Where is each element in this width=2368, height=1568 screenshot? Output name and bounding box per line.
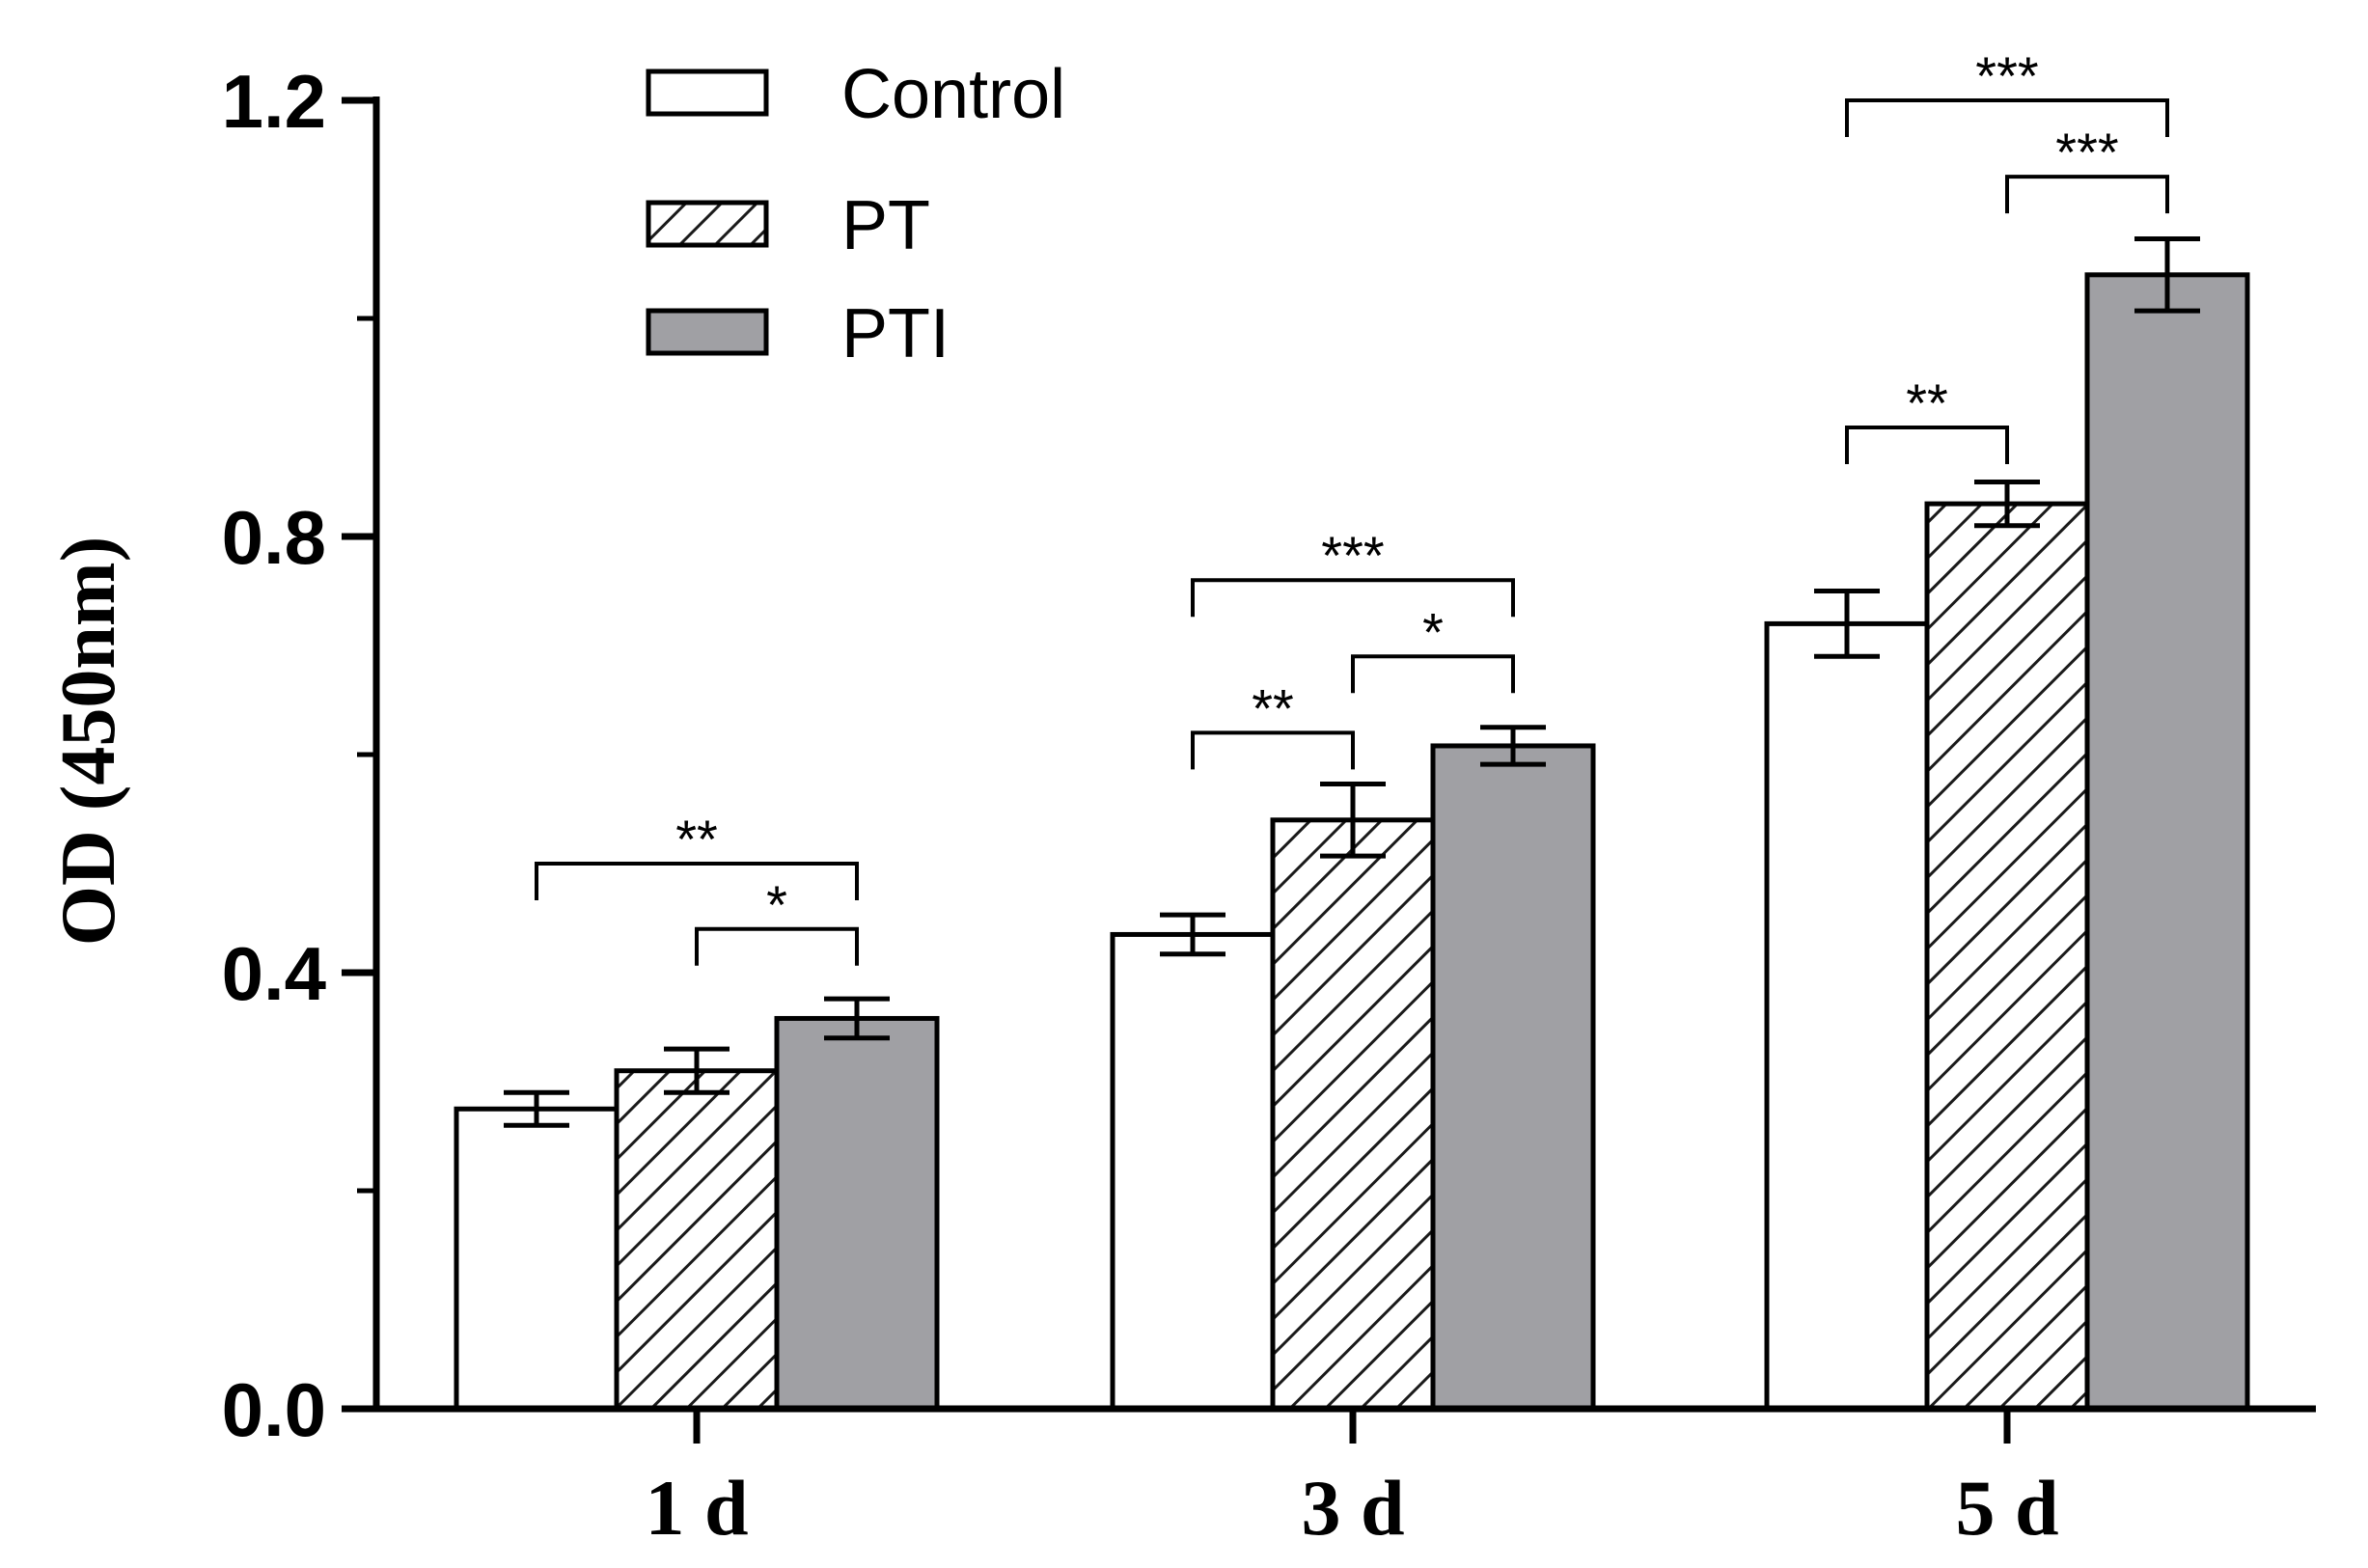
bar-pt-1d xyxy=(614,1068,780,1412)
bar-control-5d xyxy=(1764,620,1930,1412)
bar-pti-3d xyxy=(1430,743,1596,1412)
legend-swatch-control xyxy=(646,69,769,117)
significance-bracket xyxy=(1351,654,1515,694)
significance-label: ** xyxy=(1906,372,1948,433)
legend-swatch-pti xyxy=(646,308,769,356)
y-tick-label: 0.4 xyxy=(222,931,326,1016)
legend-label-pt: PT xyxy=(841,187,930,264)
x-tick-label: 3 d xyxy=(1301,1464,1404,1552)
significance-label: ** xyxy=(675,809,718,869)
x-tick-label: 1 d xyxy=(645,1464,748,1552)
legend-swatch-pt xyxy=(646,200,769,248)
y-tick-label: 0.8 xyxy=(222,495,326,580)
significance-bracket xyxy=(535,862,859,900)
significance-bracket xyxy=(1845,98,2169,137)
significance-label: * xyxy=(766,874,787,935)
significance-label: * xyxy=(1422,601,1444,662)
legend-label-control: Control xyxy=(841,56,1065,133)
significance-bracket xyxy=(2005,175,2169,214)
bar-pti-1d xyxy=(774,1015,940,1412)
bar-control-3d xyxy=(1110,931,1276,1412)
bar-control-1d xyxy=(454,1106,620,1412)
bar-pt-5d xyxy=(1924,501,2090,1412)
significance-label: *** xyxy=(1975,45,2038,106)
x-tick-label: 5 d xyxy=(1955,1464,2058,1552)
y-axis-title: OD (450nm) xyxy=(46,536,131,946)
significance-bracket xyxy=(695,926,859,966)
legend-label-pti: PTI xyxy=(841,295,950,372)
significance-label: ** xyxy=(1252,677,1294,738)
significance-bracket xyxy=(1191,730,1355,770)
y-tick-label: 0.0 xyxy=(222,1367,326,1452)
y-tick-label: 1.2 xyxy=(222,59,326,144)
bar-pti-5d xyxy=(2084,272,2250,1412)
significance-label: *** xyxy=(2055,122,2118,182)
significance-bracket xyxy=(1191,578,1515,618)
significance-bracket xyxy=(1845,426,2009,464)
significance-label: *** xyxy=(1321,525,1384,586)
bar-pt-3d xyxy=(1270,817,1436,1412)
